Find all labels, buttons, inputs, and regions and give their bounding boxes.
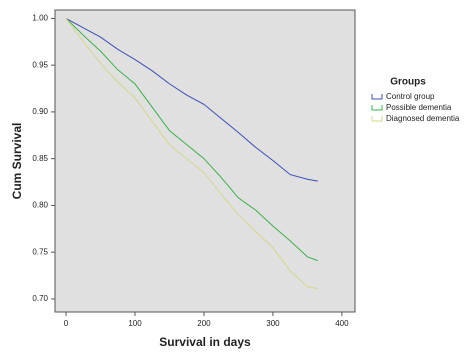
y-tick-label: 0.90 (32, 107, 48, 116)
survival-line (65, 18, 318, 290)
y-axis-title: Cum Survival (10, 123, 24, 200)
legend-swatch (371, 94, 383, 100)
x-tick-label: 0 (64, 319, 69, 328)
legend-swatch (371, 105, 383, 111)
legend-swatch (371, 116, 383, 122)
y-tick-label: 0.80 (32, 201, 48, 210)
y-tick-label: 0.70 (32, 294, 48, 303)
x-tick-label: 400 (335, 319, 349, 328)
legend-title: Groups (390, 77, 426, 88)
legend-label: Control group (386, 92, 435, 101)
y-tick-label: 0.75 (32, 247, 48, 256)
x-tick-label: 300 (266, 319, 280, 328)
legend-label: Diagnosed dementia (386, 114, 460, 123)
x-axis-title: Survival in days (159, 335, 251, 349)
survival-line (65, 17, 318, 182)
x-tick-label: 100 (128, 319, 142, 328)
survival-line (65, 18, 318, 262)
legend-label: Possible dementia (386, 103, 452, 112)
y-tick-label: 0.95 (32, 60, 48, 69)
plot-area (54, 9, 356, 313)
y-tick-label: 0.85 (32, 154, 48, 163)
x-tick-label: 200 (197, 319, 211, 328)
y-tick-label: 1.00 (32, 14, 48, 23)
